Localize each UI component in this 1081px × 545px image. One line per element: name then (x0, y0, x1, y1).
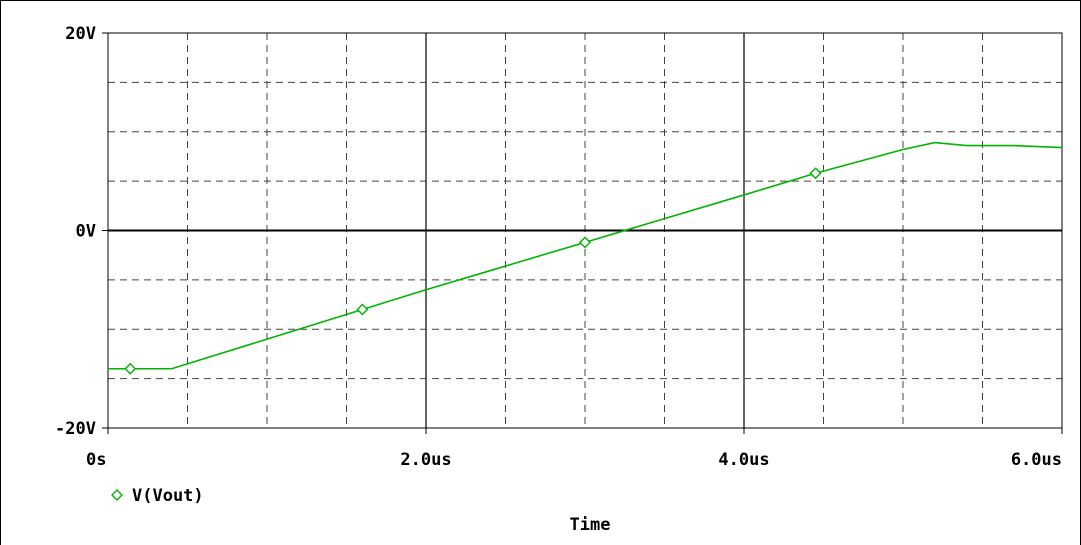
x-tick-label: 2.0us (400, 450, 451, 470)
series-marker-vout (356, 303, 369, 316)
grid (102, 32, 1063, 434)
y-tick-label: 0V (76, 222, 96, 242)
x-axis-label: Time (570, 515, 611, 535)
series-layer (108, 141, 1063, 375)
y-tick-label: 20V (65, 24, 96, 44)
x-tick-labels: 0s 2.0us 4.0us 6.0us (86, 450, 1062, 470)
series-marker-vout (124, 362, 137, 375)
x-tick-label: 0s (86, 450, 106, 470)
series-marker-vout (579, 236, 591, 249)
x-tick-label: 4.0us (718, 450, 769, 470)
y-tick-label: -20V (55, 419, 96, 439)
legend-label: V(Vout) (132, 486, 204, 506)
legend: V(Vout) (111, 486, 204, 506)
series-line-vout (108, 141, 1063, 370)
legend-marker (111, 489, 123, 501)
series-marker-vout (809, 167, 822, 180)
x-tick-label: 6.0us (1011, 450, 1062, 470)
y-tick-labels: 20V 0V -20V (55, 24, 96, 439)
